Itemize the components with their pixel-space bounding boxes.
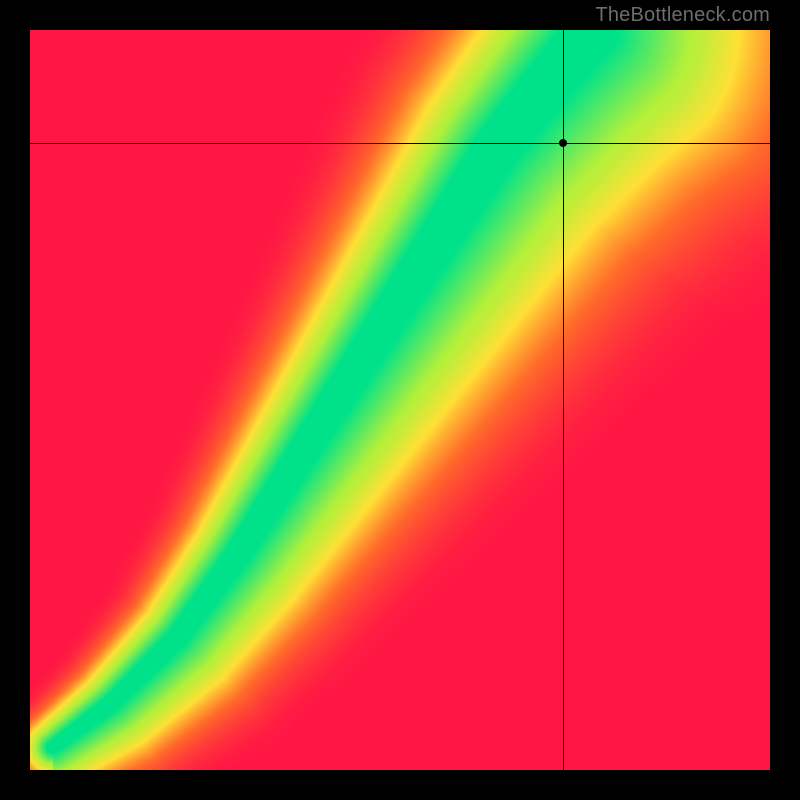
crosshair-horizontal: [30, 143, 770, 144]
heatmap-canvas: [30, 30, 770, 770]
watermark-text: TheBottleneck.com: [595, 4, 770, 27]
heatmap-plot: [30, 30, 770, 770]
crosshair-marker: [559, 139, 567, 147]
